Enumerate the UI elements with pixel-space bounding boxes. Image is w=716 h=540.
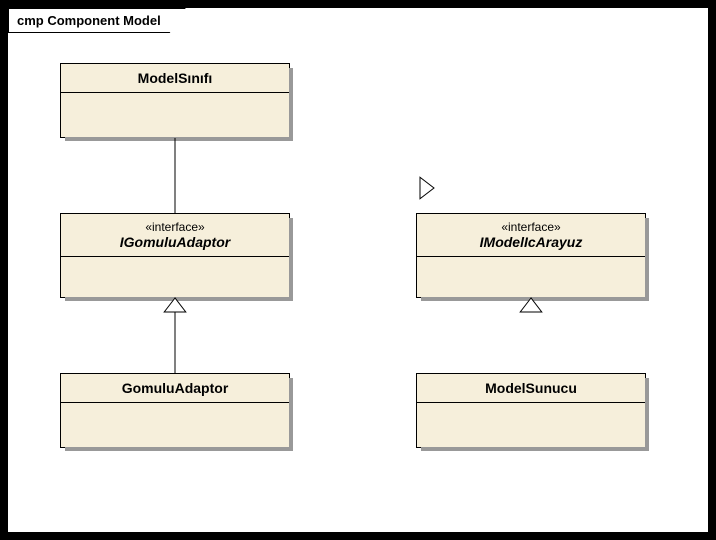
class-name: ModelSınıfı [65,70,285,86]
box-shadow [289,218,293,301]
box-shadow [289,68,293,141]
frame-title-tab: cmp Component Model [8,8,186,33]
class-body [417,257,645,297]
box-shadow [65,297,293,301]
box-shadow [645,378,649,451]
box-shadow [65,137,293,141]
class-body [61,257,289,297]
class-header: ModelSunucu [417,374,645,403]
class-body [61,403,289,443]
interface-name: IModelIcArayuz [421,234,641,250]
diagram-canvas: cmp Component Model ModelSınıfı «interfa… [0,0,716,540]
class-body [61,93,289,133]
interface-imodel-ic-arayuz: «interface» IModelIcArayuz [416,213,646,298]
box-shadow [421,447,649,451]
box-shadow [65,447,293,451]
stereotype-label: «interface» [65,220,285,234]
class-body [417,403,645,443]
class-header: «interface» IGomuluAdaptor [61,214,289,257]
class-header: ModelSınıfı [61,64,289,93]
class-gomulu-adaptor: GomuluAdaptor [60,373,290,448]
diagram-frame: cmp Component Model ModelSınıfı «interfa… [8,8,708,532]
frame-title: cmp Component Model [17,13,161,28]
class-header: «interface» IModelIcArayuz [417,214,645,257]
box-shadow [289,378,293,451]
class-name: GomuluAdaptor [65,380,285,396]
box-shadow [645,218,649,301]
interface-name: IGomuluAdaptor [65,234,285,250]
class-header: GomuluAdaptor [61,374,289,403]
box-shadow [421,297,649,301]
stereotype-label: «interface» [421,220,641,234]
interface-igomulu-adaptor: «interface» IGomuluAdaptor [60,213,290,298]
class-model-sinifi: ModelSınıfı [60,63,290,138]
class-model-sunucu: ModelSunucu [416,373,646,448]
class-name: ModelSunucu [421,380,641,396]
